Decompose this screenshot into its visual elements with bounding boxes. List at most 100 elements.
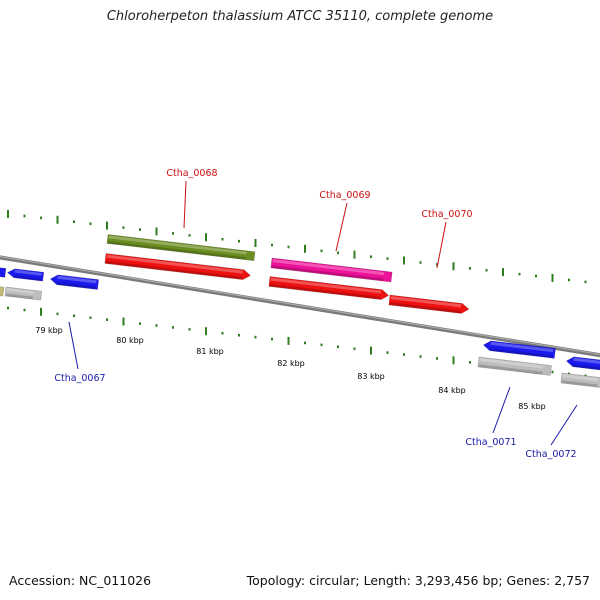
outer-major-tick xyxy=(254,239,257,248)
gene-grey-a xyxy=(4,286,43,301)
scale-label-81-kbp: 81 kbp xyxy=(196,347,224,356)
inner-major-tick xyxy=(40,307,42,316)
inner-minor-tick xyxy=(155,324,158,327)
label-ctha-0069: Ctha_0069 xyxy=(319,190,370,201)
gene-ctha-0071 xyxy=(482,340,556,359)
inner-minor-tick xyxy=(221,331,224,335)
scale-labels: 79 kbp 80 kbp 81 kbp 82 kbp 83 kbp 84 kbp 85 k… xyxy=(35,326,546,411)
inner-minor-tick xyxy=(7,306,9,310)
inner-minor-tick xyxy=(188,328,191,331)
outer-major-tick xyxy=(7,209,9,218)
scale-label-83-kbp: 83 kbp xyxy=(357,372,385,381)
inner-minor-tick xyxy=(320,343,323,347)
gene-labels: Ctha_0068 Ctha_0069 Ctha_0070 Ctha_0067 Ctha… xyxy=(54,168,576,460)
inner-major-tick xyxy=(370,346,372,355)
inner-minor-tick xyxy=(56,312,59,316)
inner-minor-tick xyxy=(106,318,108,321)
inner-major-tick xyxy=(205,327,207,336)
outer-minor-tick xyxy=(436,263,438,266)
scale-label-82-kbp: 82 kbp xyxy=(277,359,305,368)
gene-ctha-0071-grey xyxy=(477,356,552,376)
outer-minor-tick xyxy=(386,257,389,260)
inner-minor-tick xyxy=(337,345,339,349)
outer-minor-tick xyxy=(535,274,537,278)
accession-text: Accession: NC_011026 xyxy=(9,573,152,588)
outer-major-tick xyxy=(106,221,108,230)
label-ctha-0070: Ctha_0070 xyxy=(421,209,472,220)
scale-label-84-kbp: 84 kbp xyxy=(438,386,466,395)
label-ctha-0071: Ctha_0071 xyxy=(465,437,516,448)
outer-minor-tick xyxy=(188,234,191,237)
outer-minor-tick xyxy=(568,278,570,282)
inner-minor-tick xyxy=(73,314,75,318)
gene-ctha-0069-cds xyxy=(268,276,390,300)
inner-minor-tick xyxy=(551,370,554,374)
outer-minor-tick xyxy=(469,267,471,270)
gene-features xyxy=(0,234,600,389)
leader-line-ctha-0069 xyxy=(335,202,348,252)
outer-minor-tick xyxy=(287,245,290,249)
inner-minor-tick xyxy=(139,322,141,325)
outer-major-tick xyxy=(551,273,554,282)
outer-minor-tick xyxy=(271,243,273,247)
leader-line-ctha-0070 xyxy=(436,221,447,269)
scale-label-80-kbp: 80 kbp xyxy=(116,336,144,345)
inner-minor-tick xyxy=(469,361,471,364)
gene-ctha-0068-cds xyxy=(104,253,251,280)
gene-ctha-0067 xyxy=(49,274,100,290)
outer-minor-tick xyxy=(172,232,174,235)
outer-major-tick xyxy=(403,256,405,265)
gene-partial-tan xyxy=(0,285,5,297)
inner-minor-tick xyxy=(271,337,273,341)
outer-minor-tick xyxy=(89,222,92,226)
genome-title: Chloroherpeton thalassium ATCC 35110, co… xyxy=(106,9,494,24)
leader-line-ctha-0068 xyxy=(183,180,187,229)
inner-minor-tick xyxy=(419,355,422,358)
inner-minor-tick xyxy=(353,347,356,351)
outer-minor-tick xyxy=(370,255,372,258)
outer-major-tick xyxy=(452,262,455,271)
outer-major-tick xyxy=(56,215,59,224)
outer-minor-tick xyxy=(238,239,240,243)
inner-minor-tick xyxy=(386,351,389,354)
gene-partial-blue xyxy=(0,266,7,278)
leader-line-ctha-0067 xyxy=(68,321,79,370)
gene-ctha-0072-grey xyxy=(560,372,600,389)
outer-major-tick xyxy=(304,244,306,253)
gene-ctha-0070-cds xyxy=(388,294,470,314)
scale-label-85-kbp: 85 kbp xyxy=(518,402,546,411)
scale-label-79-kbp: 79 kbp xyxy=(35,326,63,335)
gene-ctha-0072 xyxy=(565,356,600,371)
outer-tick-row xyxy=(7,209,587,284)
outer-minor-tick xyxy=(584,280,587,284)
outer-major-tick xyxy=(205,233,207,242)
outer-minor-tick xyxy=(320,249,323,253)
inner-minor-tick xyxy=(172,326,174,329)
inner-minor-tick xyxy=(238,333,240,337)
label-ctha-0072: Ctha_0072 xyxy=(525,449,576,460)
label-ctha-0068: Ctha_0068 xyxy=(166,168,217,179)
outer-minor-tick xyxy=(122,226,125,229)
gene-ctha-0068 xyxy=(106,234,256,262)
label-leaders xyxy=(68,180,578,446)
outer-minor-tick xyxy=(23,214,26,218)
inner-minor-tick xyxy=(304,341,306,345)
inner-minor-tick xyxy=(403,353,405,356)
inner-major-tick xyxy=(287,336,290,345)
outer-minor-tick xyxy=(139,228,141,231)
outer-minor-tick xyxy=(419,261,422,264)
genome-stats-text: Topology: circular; Length: 3,293,456 bp… xyxy=(246,573,590,588)
outer-minor-tick xyxy=(40,216,42,220)
leader-line-ctha-0071 xyxy=(492,386,511,434)
inner-minor-tick xyxy=(89,316,92,320)
outer-minor-tick xyxy=(73,220,75,224)
genome-backbone xyxy=(0,255,600,358)
outer-minor-tick xyxy=(518,272,521,276)
outer-minor-tick xyxy=(221,237,224,241)
inner-minor-tick xyxy=(254,335,257,339)
outer-minor-tick xyxy=(337,251,339,255)
leader-line-ctha-0072 xyxy=(550,404,578,446)
label-ctha-0067: Ctha_0067 xyxy=(54,373,105,384)
inner-minor-tick xyxy=(23,308,26,312)
